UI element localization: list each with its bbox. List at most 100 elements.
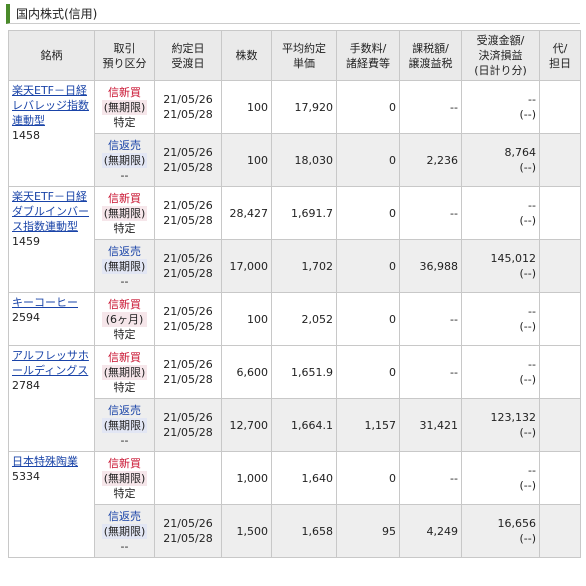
amount-cell: 8,764 (--) — [461, 133, 540, 187]
stock-cell: アルフレッサホールディングス 2784 — [8, 345, 95, 452]
fee-cell: 0 — [336, 133, 400, 187]
shares-text: 12,700 — [229, 418, 269, 432]
tax-text: 36,988 — [419, 259, 459, 273]
trade-text: 信新買 — [108, 456, 141, 470]
header-text: 預り区分 — [102, 56, 147, 70]
column-header: 手数料/諸経費等 — [336, 30, 400, 81]
trade-text: 信新買 — [108, 191, 141, 205]
positions-table: 銘柄 取引 預り区分 約定日 受渡日 株数 平均約定 単価 手数料/諸経費等 課税額/譲渡益税 受渡… — [8, 30, 581, 558]
price-cell: 2,052 — [271, 292, 337, 346]
position-row: 信返売 (無期限) -- 21/05/26 21/05/28 17,000 1,702 0 36… — [9, 239, 581, 293]
amount-text: (--) — [519, 532, 536, 545]
stock-code: 2784 — [12, 379, 40, 392]
trade-text: (無期限) — [102, 470, 147, 486]
collateral-cell — [539, 292, 581, 346]
position-row: 日本特殊陶業 5334 信新買 (無期限) 特定 1,000 1,640 0 -- -- (--) — [8, 451, 581, 558]
trade-text: 特定 — [113, 221, 136, 235]
trade-text: 信返売 — [108, 403, 141, 417]
tax-text: 4,249 — [426, 524, 459, 538]
tax-text: -- — [450, 206, 458, 220]
column-header: 受渡金額/決済損益 (日計り分) — [461, 30, 540, 81]
amount-text: (--) — [519, 108, 536, 121]
date-text: 21/05/26 — [163, 199, 213, 212]
amount-text: -- — [528, 464, 536, 477]
trade-cell: 信返売 (無期限) -- — [94, 239, 155, 293]
column-header: 平均約定 単価 — [271, 30, 337, 81]
stock-name-link[interactable]: アルフレッサホールディングス — [12, 349, 89, 377]
tax-cell: 4,249 — [399, 504, 462, 558]
price-text: 1,664.1 — [291, 418, 333, 432]
shares-cell: 6,600 — [221, 345, 272, 399]
amount-text: (--) — [519, 426, 536, 439]
trade-text: (無期限) — [102, 258, 147, 274]
trade-text: -- — [120, 539, 129, 553]
tax-text: 2,236 — [426, 153, 459, 167]
date-text: 21/05/26 — [163, 305, 213, 318]
collateral-cell — [539, 504, 581, 558]
stock-cell: 楽天ETF－日経レバレッジ指数連動型 1458 — [8, 80, 95, 187]
fee-text: 0 — [389, 471, 396, 485]
trade-cell: 信新買 (6ヶ月) 特定 — [94, 292, 155, 346]
amount-cell: 145,012 (--) — [461, 239, 540, 293]
trade-cell: 信新買 (無期限) 特定 — [94, 186, 155, 240]
amount-text: 145,012 — [490, 252, 537, 265]
price-text: 1,651.9 — [291, 365, 333, 379]
column-header: 株数 — [221, 30, 272, 81]
tax-text: -- — [450, 471, 458, 485]
stock-name-link[interactable]: キーコーヒー — [12, 296, 78, 309]
trade-text: 信新買 — [108, 350, 141, 364]
trade-cell: 信返売 (無期限) -- — [94, 133, 155, 187]
trade-text: -- — [120, 168, 129, 182]
dates-cell: 21/05/26 21/05/28 — [154, 239, 222, 293]
trade-text: -- — [120, 274, 129, 288]
position-row: 信返売 (無期限) -- 21/05/26 21/05/28 1,500 1,658 95 4,… — [9, 504, 581, 558]
tax-cell: -- — [399, 451, 462, 505]
shares-text: 100 — [247, 312, 268, 326]
price-text: 18,030 — [294, 153, 334, 167]
trade-text: (無期限) — [102, 152, 147, 168]
amount-text: 123,132 — [490, 411, 537, 424]
stock-name-link[interactable]: 楽天ETF－日経レバレッジ指数連動型 — [12, 84, 89, 127]
price-text: 1,640 — [301, 471, 334, 485]
shares-text: 17,000 — [229, 259, 269, 273]
date-text: 21/05/28 — [163, 267, 213, 280]
date-text: 21/05/26 — [163, 517, 213, 530]
fee-cell: 0 — [336, 451, 400, 505]
shares-text: 100 — [247, 100, 268, 114]
stock-name-link[interactable]: 日本特殊陶業 — [12, 455, 78, 468]
price-cell: 1,691.7 — [271, 186, 337, 240]
amount-text: (--) — [519, 320, 536, 333]
shares-text: 1,000 — [236, 471, 269, 485]
trade-cell: 信新買 (無期限) 特定 — [94, 345, 155, 399]
fee-cell: 1,157 — [336, 398, 400, 452]
trade-text: 特定 — [113, 327, 136, 341]
column-header: 代/担日 — [539, 30, 581, 81]
tax-text: -- — [450, 365, 458, 379]
column-header: 銘柄 — [8, 30, 95, 81]
table-body: 楽天ETF－日経レバレッジ指数連動型 1458 信新買 (無期限) 特定 21/05/26… — [8, 80, 581, 558]
amount-text: 16,656 — [497, 517, 537, 530]
tax-cell: 2,236 — [399, 133, 462, 187]
date-text: 21/05/28 — [163, 161, 213, 174]
shares-cell: 17,000 — [221, 239, 272, 293]
tax-cell: -- — [399, 186, 462, 240]
fee-cell: 0 — [336, 186, 400, 240]
fee-text: 0 — [389, 206, 396, 220]
header-text: 譲渡益税 — [408, 56, 453, 70]
amount-text: (--) — [519, 373, 536, 386]
amount-text: (--) — [519, 479, 536, 492]
dates-cell: 21/05/26 21/05/28 — [154, 345, 222, 399]
price-cell: 1,702 — [271, 239, 337, 293]
amount-text: -- — [528, 305, 536, 318]
stock-cell: 楽天ETF－日経ダブルインバース指数連動型 1459 — [8, 186, 95, 293]
header-text: 平均約定 — [282, 41, 326, 55]
amount-text: (--) — [519, 161, 536, 174]
amount-cell: -- (--) — [461, 345, 540, 399]
trade-text: 特定 — [113, 115, 136, 129]
shares-cell: 1,000 — [221, 451, 272, 505]
stock-name-link[interactable]: 楽天ETF－日経ダブルインバース指数連動型 — [12, 190, 89, 233]
trade-text: 信新買 — [108, 85, 141, 99]
header-text: 決済損益 — [478, 49, 523, 62]
header-text: 株数 — [235, 49, 258, 62]
